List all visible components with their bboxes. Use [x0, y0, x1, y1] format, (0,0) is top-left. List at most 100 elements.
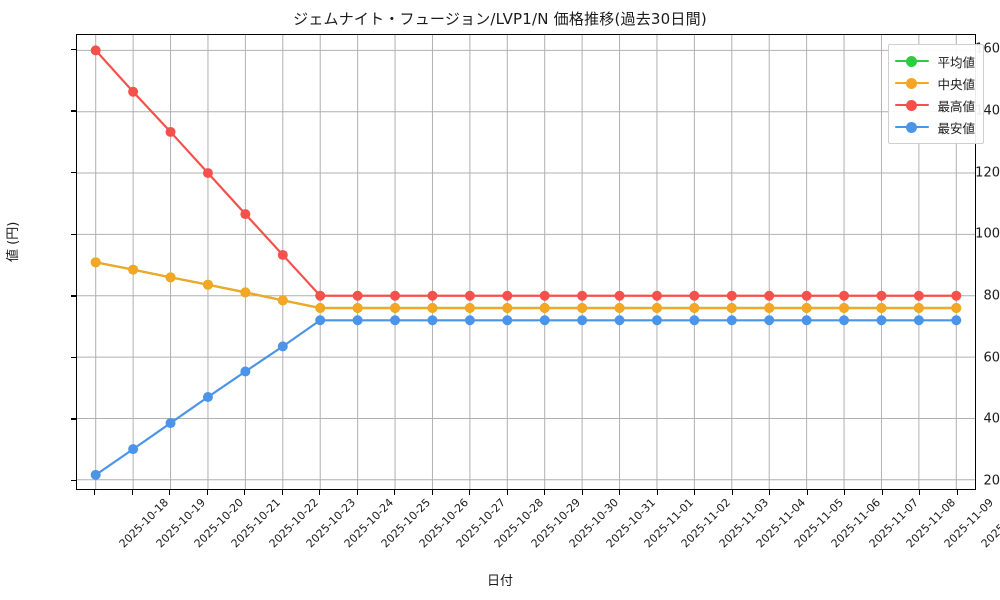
x-tick-mark — [506, 490, 508, 495]
x-tick-mark — [956, 490, 958, 495]
series-marker — [951, 315, 962, 326]
series-marker — [539, 290, 550, 301]
legend-item-3[interactable]: 最安値 — [895, 116, 975, 138]
x-tick-mark — [806, 490, 808, 495]
series-marker — [464, 303, 475, 313]
y-tick-mark — [71, 233, 76, 235]
series-marker — [913, 290, 924, 301]
series-marker — [689, 290, 700, 301]
x-tick-mark — [469, 490, 471, 495]
x-tick-mark — [769, 490, 771, 495]
legend-item-1[interactable]: 中央値 — [895, 72, 975, 94]
series-marker — [689, 315, 700, 326]
y-tick-mark — [71, 418, 76, 420]
series-marker — [577, 303, 588, 313]
series-marker — [202, 391, 213, 402]
series-marker — [651, 315, 662, 326]
series-marker — [651, 303, 662, 313]
series-marker — [128, 264, 139, 275]
legend-item-2[interactable]: 最高値 — [895, 94, 975, 116]
x-tick-mark — [169, 490, 171, 495]
series-marker — [614, 290, 625, 301]
y-tick-label: 20 — [983, 473, 1000, 489]
series-marker — [502, 290, 513, 301]
series-marker — [876, 290, 887, 301]
series-marker — [128, 444, 139, 455]
x-tick-mark — [319, 490, 321, 495]
series-marker — [614, 315, 625, 326]
series-marker — [202, 168, 213, 179]
series-marker — [352, 315, 363, 326]
series-marker — [352, 290, 363, 301]
x-tick-mark — [206, 490, 208, 495]
series-marker — [876, 315, 887, 326]
plot-area — [76, 34, 976, 490]
series-marker — [913, 303, 924, 313]
x-tick-mark — [731, 490, 733, 495]
series-marker — [165, 418, 176, 429]
y-tick-mark — [71, 480, 76, 482]
legend-swatch-icon — [895, 77, 930, 89]
legend-item-label: 最安値 — [937, 120, 975, 136]
x-tick-mark — [656, 490, 658, 495]
y-tick-mark — [71, 171, 76, 174]
series-marker — [951, 290, 962, 301]
x-tick-mark — [619, 490, 621, 495]
series-marker — [390, 303, 401, 313]
series-marker — [315, 303, 326, 313]
series-marker — [539, 315, 550, 326]
x-tick-mark — [431, 490, 433, 495]
series-line-3 — [94, 319, 958, 476]
legend-item-0[interactable]: 平均値 — [895, 50, 975, 72]
x-tick-mark — [394, 490, 396, 495]
series-marker — [801, 315, 812, 326]
series-marker — [390, 315, 401, 326]
x-tick-mark — [581, 490, 583, 495]
series-marker — [726, 315, 737, 326]
y-tick-mark — [71, 48, 76, 51]
series-marker — [839, 315, 850, 326]
series-marker — [839, 290, 850, 301]
series-marker — [876, 303, 887, 313]
series-marker — [240, 366, 251, 377]
series-marker — [577, 315, 588, 326]
series-marker — [464, 315, 475, 326]
series-marker — [764, 303, 775, 313]
series-marker — [390, 290, 401, 301]
series-marker — [165, 272, 176, 283]
y-axis-label: 値 (円) — [6, 221, 21, 262]
grid-lines — [77, 35, 975, 489]
series-marker — [577, 290, 588, 301]
series-marker — [277, 249, 288, 260]
series-marker — [128, 86, 139, 97]
series-marker — [801, 303, 812, 313]
data-series-layer — [90, 45, 962, 480]
y-tick-mark — [71, 110, 76, 112]
x-tick-mark — [844, 490, 846, 495]
legend-item-label: 中央値 — [937, 76, 975, 92]
y-tick-label: 60 — [983, 350, 1000, 365]
x-tick-mark — [281, 490, 283, 495]
legend-swatch-icon — [895, 121, 930, 133]
series-marker — [277, 295, 288, 306]
series-line-1 — [94, 261, 958, 310]
series-marker — [240, 209, 251, 220]
series-marker — [315, 315, 326, 326]
series-marker — [502, 315, 513, 326]
series-line-2 — [94, 49, 958, 297]
series-marker — [90, 257, 101, 268]
y-tick-label: 80 — [983, 288, 1000, 304]
x-tick-mark — [244, 490, 246, 495]
series-marker — [764, 290, 775, 301]
series-marker — [726, 290, 737, 301]
series-marker — [839, 303, 850, 313]
x-tick-mark — [131, 490, 133, 495]
legend-swatch-icon — [895, 99, 930, 111]
series-marker — [427, 290, 438, 301]
series-line-0 — [94, 261, 958, 310]
series-marker — [539, 303, 550, 313]
x-tick-mark — [881, 490, 883, 495]
y-tick-label: 40 — [983, 411, 1000, 427]
series-marker — [277, 341, 288, 352]
series-marker — [315, 290, 326, 301]
